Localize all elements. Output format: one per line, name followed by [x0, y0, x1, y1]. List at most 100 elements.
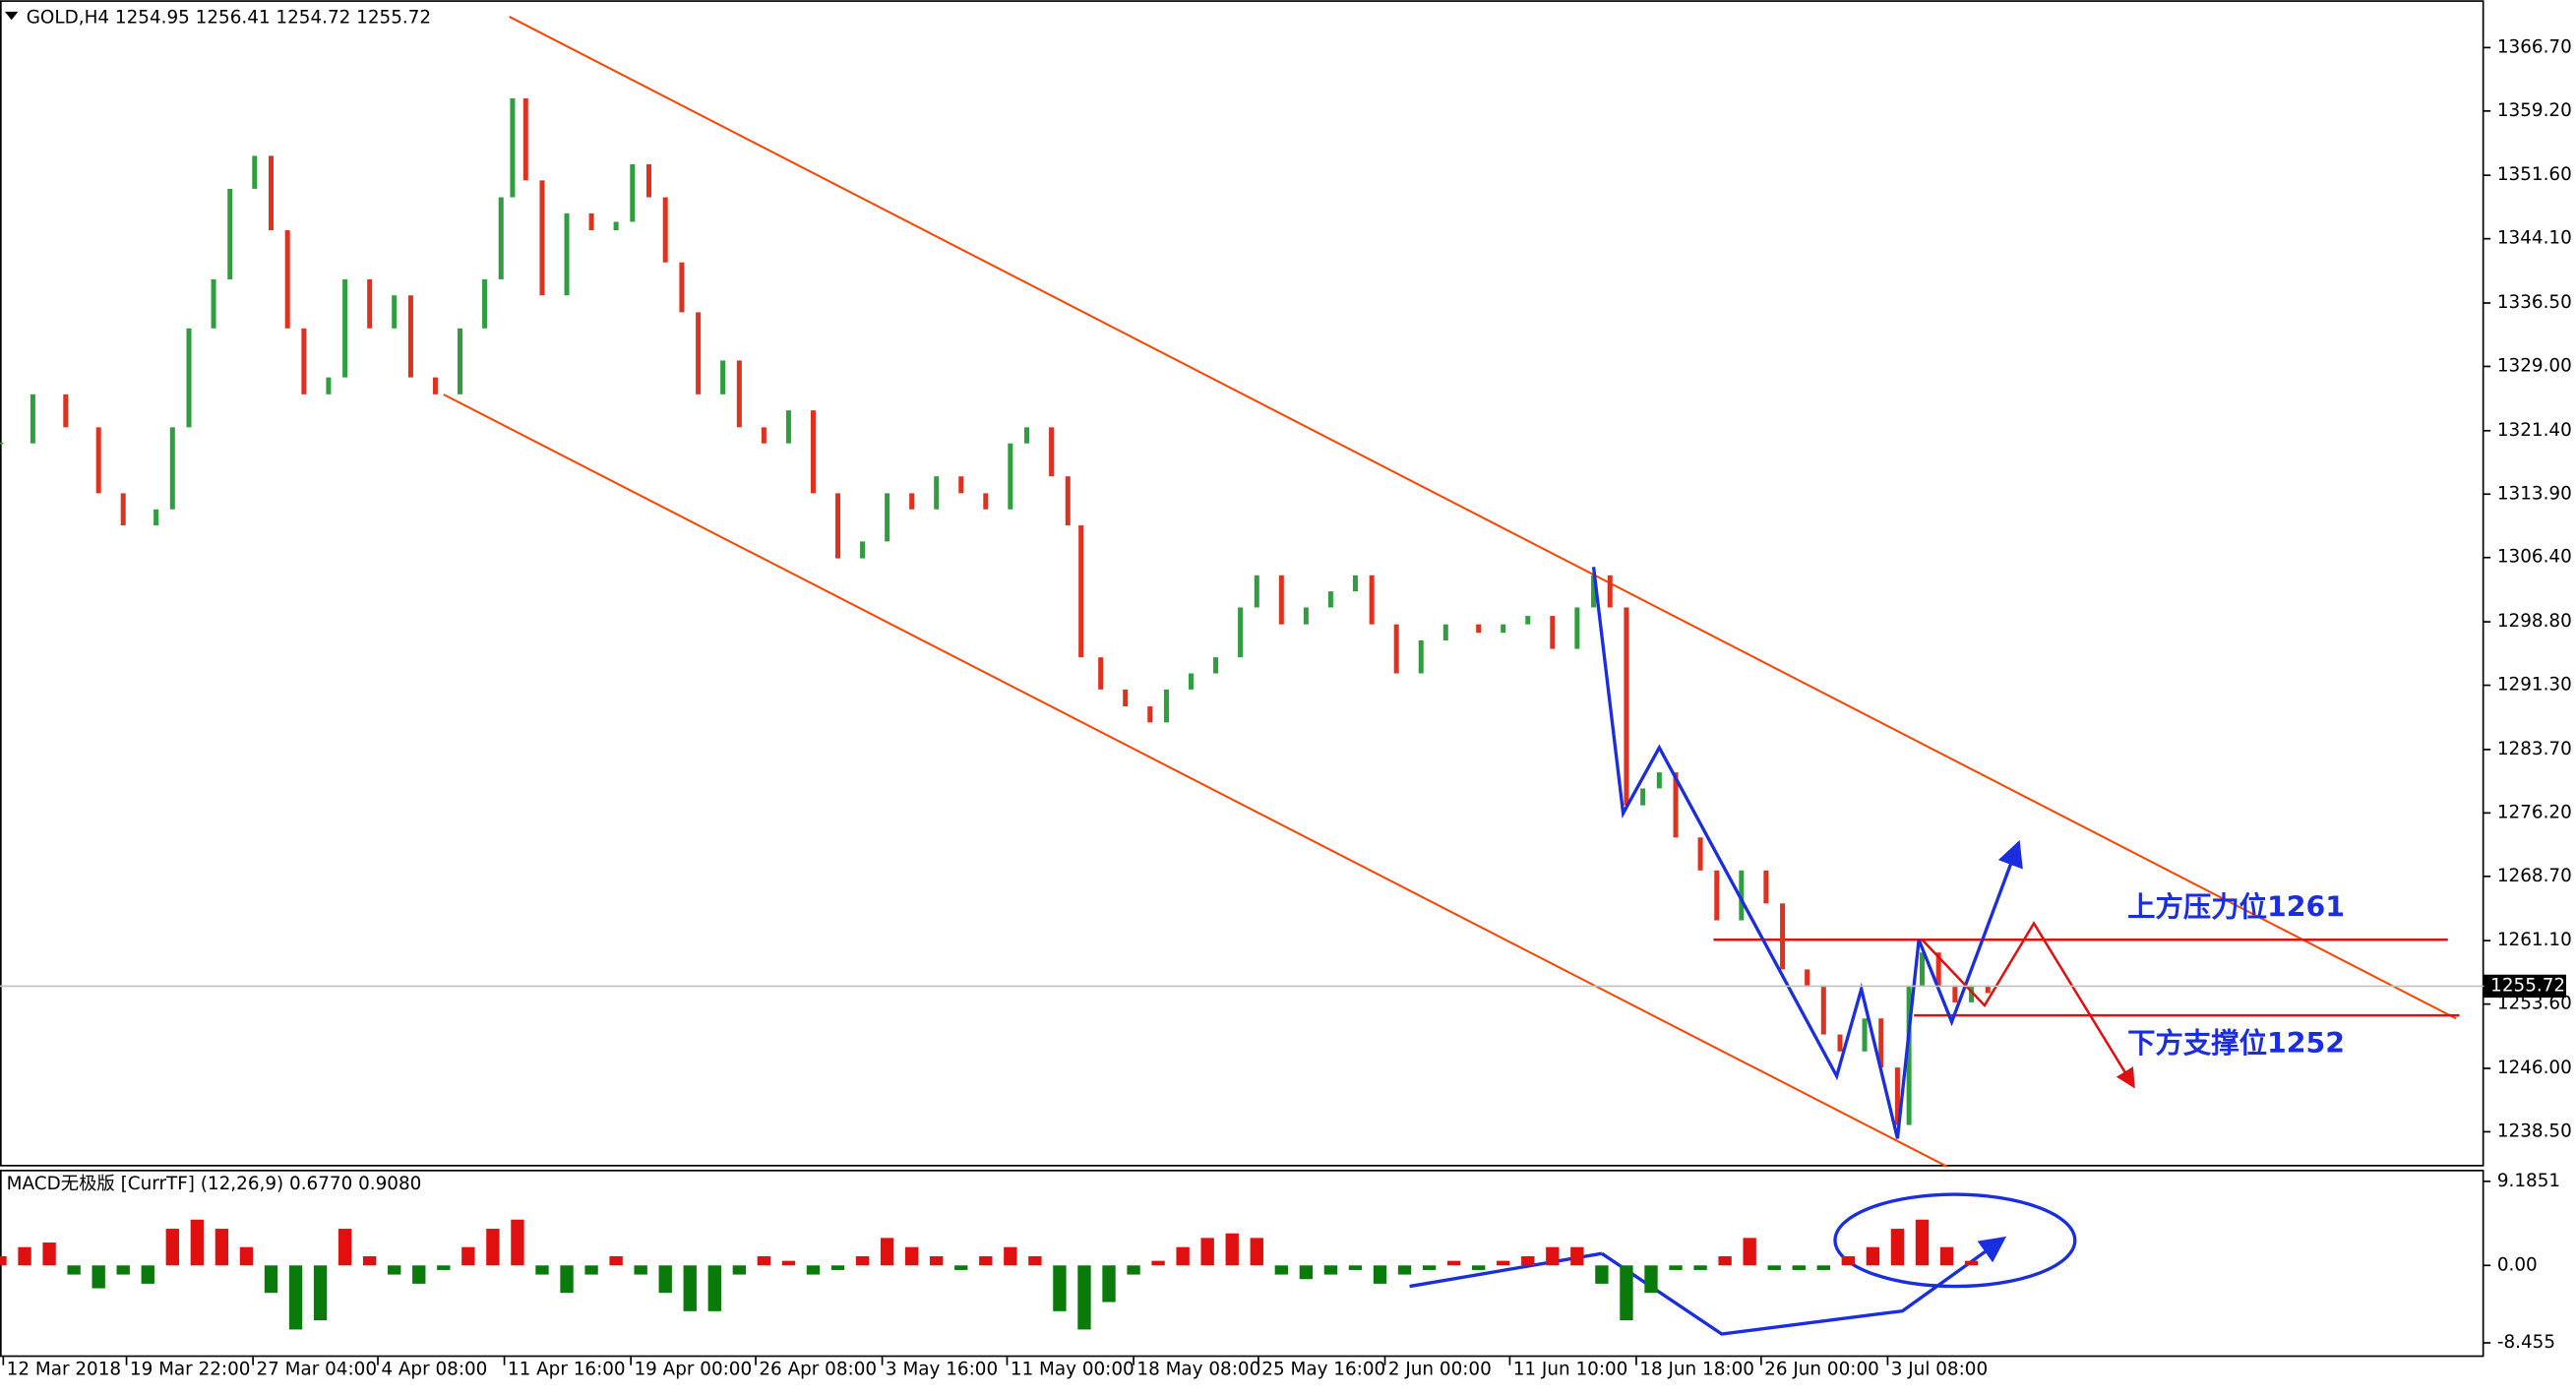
- candle: [1878, 1018, 1884, 1068]
- macd-bar: [461, 1246, 475, 1266]
- candle: [909, 493, 915, 510]
- candle: [1969, 985, 1975, 1002]
- candle: [1163, 689, 1169, 723]
- candle: [1906, 985, 1912, 1125]
- candle: [1574, 607, 1580, 649]
- candle: [1278, 575, 1284, 625]
- candle: [1862, 1018, 1868, 1052]
- y-tick-label: 1238.50: [2497, 1121, 2572, 1141]
- macd-bar: [707, 1265, 721, 1311]
- macd-bar: [1077, 1265, 1091, 1330]
- macd-bar: [1718, 1255, 1732, 1266]
- macd-bar: [264, 1265, 278, 1294]
- candle: [30, 394, 35, 444]
- candle: [983, 493, 989, 510]
- candle: [1352, 575, 1358, 592]
- candle: [482, 278, 488, 329]
- x-tick-label: 11 Jun 10:00: [1513, 1360, 1628, 1380]
- macd-bar: [1250, 1238, 1263, 1266]
- candle: [252, 155, 258, 189]
- candle: [1442, 624, 1448, 640]
- macd-bar: [1939, 1246, 1954, 1266]
- symbol-header: GOLD,H4 1254.95 1256.41 1254.72 1255.72: [27, 8, 431, 29]
- macd-bar: [1200, 1238, 1214, 1266]
- candle: [284, 230, 290, 329]
- y-tick-label: 1336.50: [2497, 292, 2572, 313]
- macd-bar: [954, 1265, 968, 1270]
- candle: [613, 221, 619, 231]
- x-tick-label: 4 Apr 08:00: [381, 1360, 487, 1380]
- macd-bar: [1841, 1255, 1856, 1266]
- y-tick-label: 1298.80: [2497, 611, 2572, 632]
- macd-bar: [1299, 1265, 1314, 1280]
- candle: [1123, 689, 1129, 707]
- candle: [1303, 607, 1309, 625]
- macd-bar: [1422, 1265, 1437, 1270]
- macd-bar: [1890, 1229, 1905, 1266]
- macd-bar: [781, 1260, 796, 1266]
- candle: [1078, 525, 1084, 658]
- x-tick-label: 19 Apr 00:00: [634, 1360, 752, 1380]
- y-tick-label: 1366.70: [2497, 36, 2572, 57]
- candle: [1837, 1034, 1843, 1052]
- candle: [169, 427, 175, 510]
- macd-bar: [1570, 1246, 1584, 1266]
- macd-bar: [42, 1242, 56, 1266]
- candle: [367, 278, 373, 329]
- candle: [1008, 443, 1013, 510]
- macd-bar: [337, 1229, 352, 1266]
- candle: [696, 312, 702, 394]
- current-price-tag: [2484, 974, 2566, 999]
- x-tick-label: 18 May 08:00: [1136, 1360, 1260, 1380]
- x-tick-label: 26 Apr 08:00: [759, 1360, 877, 1380]
- x-tick-label: 2 Jun 00:00: [1388, 1360, 1492, 1380]
- current-price-label: 1255.72: [2490, 975, 2565, 996]
- macd-bar: [92, 1265, 105, 1289]
- candle: [1714, 870, 1720, 921]
- candle: [1656, 772, 1662, 789]
- y-tick-label: 1344.10: [2497, 228, 2572, 249]
- candle: [679, 262, 685, 313]
- candle: [1098, 657, 1104, 690]
- macd-bar: [1151, 1260, 1165, 1266]
- candle: [510, 97, 516, 198]
- candle: [1952, 985, 1958, 1002]
- macd-bar: [904, 1246, 919, 1266]
- macd-bar: [1397, 1265, 1412, 1275]
- macd-bar: [1521, 1255, 1535, 1266]
- candle: [761, 427, 767, 444]
- macd-bar: [1669, 1265, 1683, 1270]
- macd-bar: [1028, 1255, 1042, 1266]
- y-tick-label: 1283.70: [2497, 739, 2572, 759]
- macd-bar: [288, 1265, 303, 1330]
- candle: [301, 328, 307, 394]
- macd-bar: [1644, 1265, 1658, 1294]
- x-tick-label: 25 May 16:00: [1261, 1360, 1385, 1380]
- macd-bar: [313, 1265, 328, 1321]
- macd-bar: [1792, 1265, 1806, 1270]
- macd-bar: [190, 1219, 205, 1266]
- y-tick-label: 1276.20: [2497, 802, 2572, 822]
- candle: [564, 212, 570, 296]
- resistance-label: 上方压力位1261: [2127, 891, 2345, 924]
- macd-bar: [1767, 1265, 1781, 1270]
- macd-bar: [1373, 1265, 1387, 1284]
- candle: [392, 295, 398, 329]
- y-tick-label: -8.455: [2497, 1332, 2555, 1353]
- candle: [810, 410, 816, 494]
- macd-bar: [1595, 1265, 1609, 1284]
- macd-bar: [1816, 1265, 1830, 1270]
- macd-bar: [806, 1265, 821, 1275]
- y-tick-label: 1253.60: [2497, 994, 2572, 1014]
- candle: [958, 476, 964, 494]
- candle: [1418, 639, 1424, 674]
- macd-bar: [1497, 1260, 1510, 1266]
- candle: [1780, 903, 1786, 970]
- candle: [95, 427, 101, 494]
- macd-bar: [1866, 1246, 1880, 1266]
- macd-bar: [1446, 1260, 1461, 1266]
- macd-bar: [830, 1265, 845, 1270]
- candle: [1739, 870, 1745, 921]
- macd-bar: [1323, 1265, 1338, 1275]
- channel-lower: [443, 394, 1947, 1168]
